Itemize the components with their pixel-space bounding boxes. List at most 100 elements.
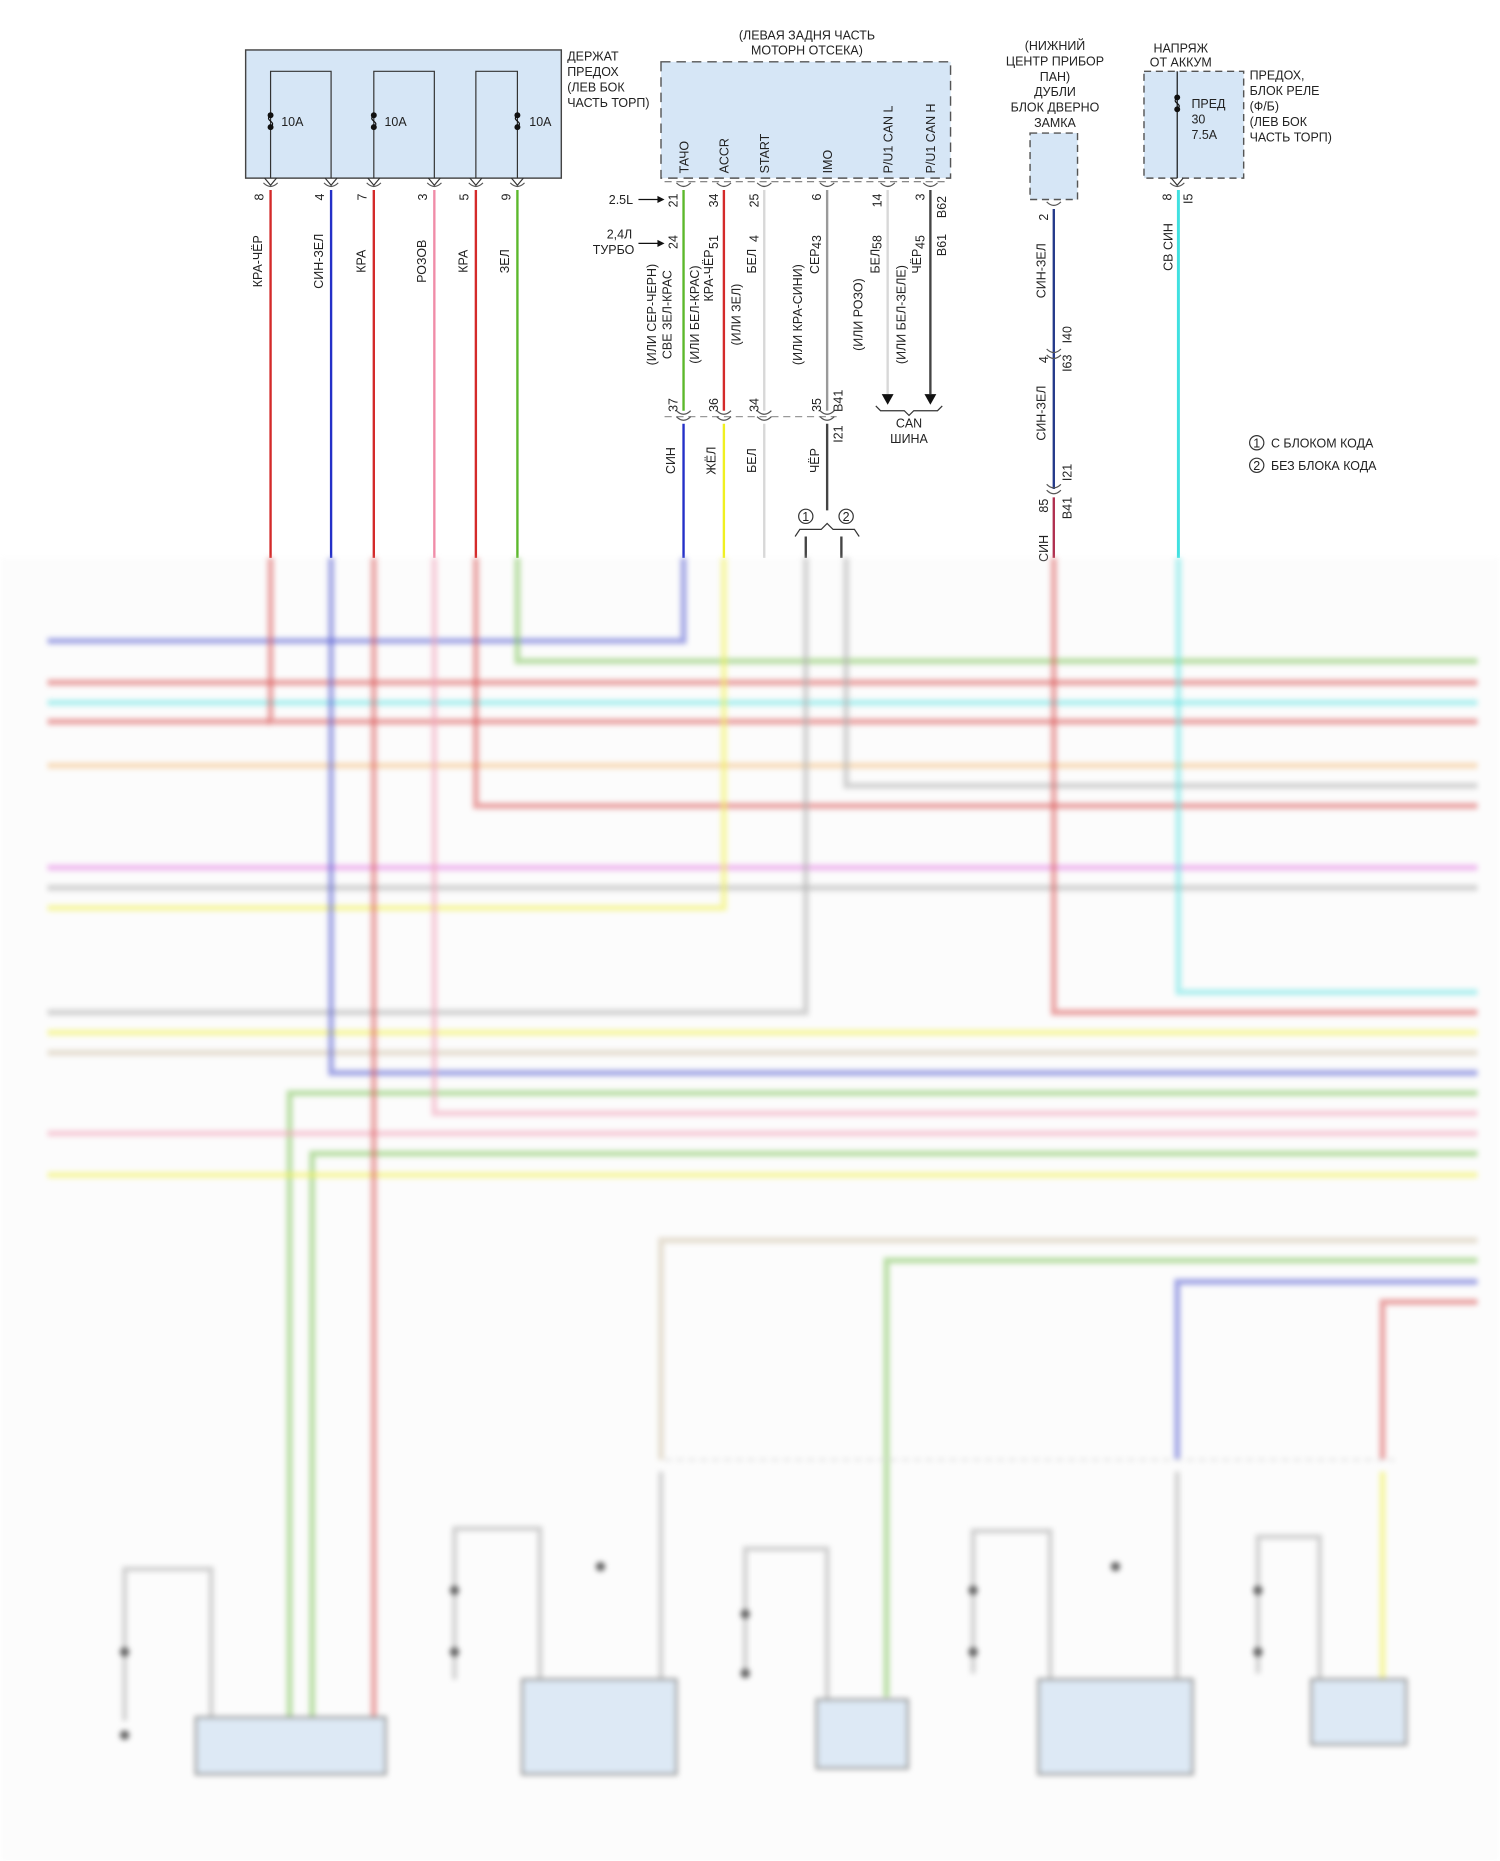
pin-number: 8 [252, 193, 266, 200]
connector-id: B41 [832, 390, 846, 412]
ecu-signal-label: START [758, 133, 772, 173]
ecu-signal-label: P/U1 CAN L [881, 105, 895, 173]
relay-box-label: БЛОК РЕЛЕ [1250, 84, 1320, 98]
connector-id: I21 [1061, 464, 1075, 481]
wire [47, 557, 687, 644]
ground-point-icon [968, 1585, 978, 1596]
connector-pin-icon [1046, 201, 1062, 207]
fuse-holder-label: ЧАСТЬ ТОРП) [567, 96, 649, 110]
ground-point-icon [119, 1730, 130, 1740]
wire [452, 1526, 543, 1680]
relay-box-label: (ЛЕВ БОК [1250, 115, 1308, 129]
fuse-rating: 10A [281, 115, 304, 129]
wire-color-label: БЕЛ [868, 249, 882, 274]
engine-label: 2,4Л [607, 228, 632, 242]
connector-id: B41 [1061, 497, 1075, 519]
wire [328, 557, 1478, 1076]
legend-marker: 1 [1253, 437, 1260, 451]
variant-marker-icon [838, 508, 854, 525]
arrow-icon [427, 177, 441, 187]
fuse-holder-label: ДЕРЖАТ [567, 50, 619, 64]
fuse-terminal-icon [1174, 106, 1181, 113]
wire-color-label: БЕЛ [745, 448, 759, 473]
wire [431, 557, 1478, 1117]
connector-pin-icon [676, 416, 692, 421]
wire-color-label: СВ СИН [1161, 223, 1175, 271]
brace-icon [875, 405, 943, 417]
connector-pin-icon [819, 410, 835, 415]
fuse-rating: 10A [384, 115, 407, 129]
wire-color-label: ЧЁР [910, 249, 924, 274]
wire [122, 1566, 214, 1721]
ground-point-icon [595, 1561, 606, 1572]
connector-id: I63 [1061, 355, 1075, 372]
wire-color-label: СЕР [808, 248, 822, 274]
connector-pin-icon [756, 416, 772, 421]
door-lock-unit-label: ЗАМКА [1034, 116, 1076, 130]
variant-marker-icon [798, 508, 814, 525]
wire-alt-color-label: (ИЛИ БЕЛ-КРАС) [688, 265, 702, 363]
can-arrow-icon [924, 394, 937, 405]
legend-marker-icon [1249, 435, 1265, 451]
connector-pin-icon [880, 182, 896, 188]
pin-number: 34 [707, 193, 721, 207]
pin-number: 35 [810, 398, 824, 412]
wire-color-label: ЖЁЛ [705, 447, 719, 475]
wire-color-label: КРА [457, 249, 471, 273]
legend-text: БЕЗ БЛОКА КОДА [1271, 459, 1377, 473]
connector-pin-icon [468, 182, 484, 188]
fuse-holder-label: (ЛЕВ БОК [567, 80, 625, 94]
diagram-bottom-section-blurred [0, 557, 1500, 1861]
connector-pin-icon [716, 410, 732, 415]
pin-number: 25 [747, 193, 761, 207]
legend-marker: 2 [1253, 459, 1260, 473]
connector-id: I21 [832, 425, 846, 442]
connector-pin-icon [819, 182, 835, 188]
connector-id: I5 [1182, 193, 1196, 203]
pin-number: 7 [356, 193, 370, 200]
pin-number: 51 [707, 235, 721, 249]
arrow-icon [657, 195, 665, 204]
arrow-icon [469, 177, 483, 187]
arrow-icon [511, 177, 524, 187]
component-box [520, 1678, 678, 1776]
component-box [194, 1716, 387, 1776]
connector-pin-icon [716, 416, 732, 421]
ecu-signal-label: P/U1 CAN H [924, 103, 938, 173]
fuse-holder-label: ПРЕДОХ [567, 65, 619, 79]
engine-label: 2.5L [609, 193, 633, 207]
connector-pin-icon [819, 416, 835, 421]
connector-pin-icon [756, 410, 772, 415]
fuse-label: ПРЕД [1191, 97, 1226, 111]
blur-overlay [0, 557, 1500, 1861]
wire-color-label: СИН-ЗЕЛ [312, 234, 326, 289]
arrow-icon [1170, 177, 1184, 187]
wire-color-label: ЧЁР [808, 448, 822, 473]
connector-pin-icon [676, 410, 692, 415]
fuse-label: 30 [1191, 113, 1205, 127]
fuse-terminal-icon [267, 124, 274, 131]
connector-pin-icon [716, 182, 732, 188]
door-lock-unit-box [1029, 132, 1079, 201]
wire [883, 1257, 1478, 1698]
wire-color-label: СИН-ЗЕЛ [1034, 386, 1048, 441]
can-arrow-icon [881, 394, 894, 405]
brace-icon [794, 522, 860, 537]
ground-point-icon [1253, 1585, 1263, 1596]
wire-color-label: СИН [1037, 535, 1051, 562]
wire-color-label: КРА-ЧЁР [702, 249, 716, 301]
variant-marker: 2 [843, 510, 850, 524]
wire-color-label: КРА [355, 249, 369, 273]
wire-color-label: РОЗОВ [415, 240, 429, 283]
pin-number: 4 [313, 193, 327, 200]
ecu-signal-label: ТАЧО [677, 141, 691, 174]
pin-number: 3 [913, 193, 927, 200]
wire [658, 1237, 1478, 1460]
wire [286, 1090, 1478, 1721]
wire-alt-color-label: (ИЛИ СЕР-ЧЕРН) [645, 264, 659, 366]
wire-alt-color-label: (ИЛИ ЗЕЛ) [730, 284, 744, 346]
wire-color-label: СИН [664, 447, 678, 474]
wire-color-label: ЗЕЛ [498, 249, 512, 273]
